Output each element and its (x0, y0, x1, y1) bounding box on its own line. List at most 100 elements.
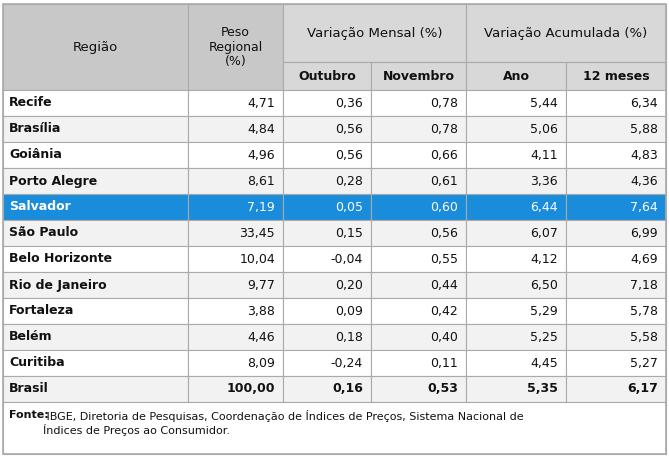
Text: 0,15: 0,15 (335, 227, 363, 239)
Bar (466, 4, 666, 62)
Text: 100,00: 100,00 (227, 383, 275, 396)
Text: 5,25: 5,25 (530, 330, 558, 344)
Text: 5,27: 5,27 (630, 357, 658, 369)
Bar (283, 324, 371, 350)
Bar (466, 90, 566, 116)
Bar (283, 4, 466, 62)
Text: Ano: Ano (502, 69, 529, 82)
Bar (188, 194, 283, 220)
Bar (371, 350, 466, 376)
Text: Brasil: Brasil (9, 383, 49, 396)
Text: IBGE, Diretoria de Pesquisas, Coordenação de Índices de Preços, Sistema Nacional: IBGE, Diretoria de Pesquisas, Coordenaçã… (43, 410, 524, 436)
Bar (3, 220, 188, 246)
Text: 4,84: 4,84 (248, 122, 275, 136)
Bar (371, 116, 466, 142)
Text: 0,40: 0,40 (430, 330, 458, 344)
Bar (283, 116, 371, 142)
Bar (566, 142, 666, 168)
Bar (566, 350, 666, 376)
Text: Curitiba: Curitiba (9, 357, 65, 369)
Bar (3, 298, 188, 324)
Text: -0,04: -0,04 (330, 252, 363, 266)
Bar (188, 220, 283, 246)
Text: 6,44: 6,44 (531, 200, 558, 214)
Bar (371, 324, 466, 350)
Bar (466, 62, 566, 90)
Bar (371, 168, 466, 194)
Text: 6,07: 6,07 (530, 227, 558, 239)
Bar (188, 246, 283, 272)
Bar (566, 168, 666, 194)
Text: 0,36: 0,36 (335, 97, 363, 109)
Bar (371, 62, 466, 90)
Text: 5,78: 5,78 (630, 305, 658, 317)
Bar (3, 272, 188, 298)
Bar (3, 194, 188, 220)
Bar (283, 298, 371, 324)
Bar (188, 168, 283, 194)
Text: 4,46: 4,46 (248, 330, 275, 344)
Text: 0,53: 0,53 (427, 383, 458, 396)
Bar (371, 220, 466, 246)
Bar (188, 116, 283, 142)
Text: Novembro: Novembro (383, 69, 454, 82)
Bar (466, 350, 566, 376)
Text: 5,35: 5,35 (527, 383, 558, 396)
Text: 0,61: 0,61 (430, 175, 458, 188)
Bar (371, 376, 466, 402)
Bar (466, 298, 566, 324)
Text: 0,20: 0,20 (335, 278, 363, 291)
Bar (3, 142, 188, 168)
Bar (3, 168, 188, 194)
Bar (3, 376, 188, 402)
Bar (371, 272, 466, 298)
Text: 0,60: 0,60 (430, 200, 458, 214)
Text: 7,64: 7,64 (630, 200, 658, 214)
Text: 0,55: 0,55 (430, 252, 458, 266)
Bar (3, 402, 666, 454)
Bar (188, 324, 283, 350)
Text: 6,34: 6,34 (630, 97, 658, 109)
Bar (566, 376, 666, 402)
Bar (466, 142, 566, 168)
Text: 0,28: 0,28 (335, 175, 363, 188)
Bar (3, 324, 188, 350)
Bar (466, 272, 566, 298)
Text: 4,45: 4,45 (531, 357, 558, 369)
Bar (188, 376, 283, 402)
Text: 5,44: 5,44 (531, 97, 558, 109)
Bar (566, 62, 666, 90)
Bar (188, 90, 283, 116)
Bar (566, 272, 666, 298)
Text: 5,88: 5,88 (630, 122, 658, 136)
Bar (283, 350, 371, 376)
Text: 9,77: 9,77 (247, 278, 275, 291)
Text: Goiânia: Goiânia (9, 149, 62, 161)
Text: 6,99: 6,99 (630, 227, 658, 239)
Text: 4,69: 4,69 (630, 252, 658, 266)
Text: 7,19: 7,19 (248, 200, 275, 214)
Text: 4,11: 4,11 (531, 149, 558, 161)
Text: Fonte:: Fonte: (9, 410, 49, 420)
Text: Belo Horizonte: Belo Horizonte (9, 252, 112, 266)
Text: 33,45: 33,45 (240, 227, 275, 239)
Text: 0,42: 0,42 (430, 305, 458, 317)
Text: 4,36: 4,36 (630, 175, 658, 188)
Bar (3, 116, 188, 142)
Text: 4,83: 4,83 (630, 149, 658, 161)
Bar (466, 376, 566, 402)
Bar (466, 194, 566, 220)
Bar (566, 90, 666, 116)
Bar (466, 168, 566, 194)
Text: Variação Mensal (%): Variação Mensal (%) (307, 27, 442, 40)
Text: 0,56: 0,56 (430, 227, 458, 239)
Text: Variação Acumulada (%): Variação Acumulada (%) (484, 27, 648, 40)
Text: Outubro: Outubro (298, 69, 356, 82)
Bar (566, 246, 666, 272)
Text: 0,44: 0,44 (430, 278, 458, 291)
Bar (466, 324, 566, 350)
Text: 0,18: 0,18 (335, 330, 363, 344)
Bar (283, 62, 371, 90)
Text: 10,04: 10,04 (240, 252, 275, 266)
Text: Rio de Janeiro: Rio de Janeiro (9, 278, 106, 291)
